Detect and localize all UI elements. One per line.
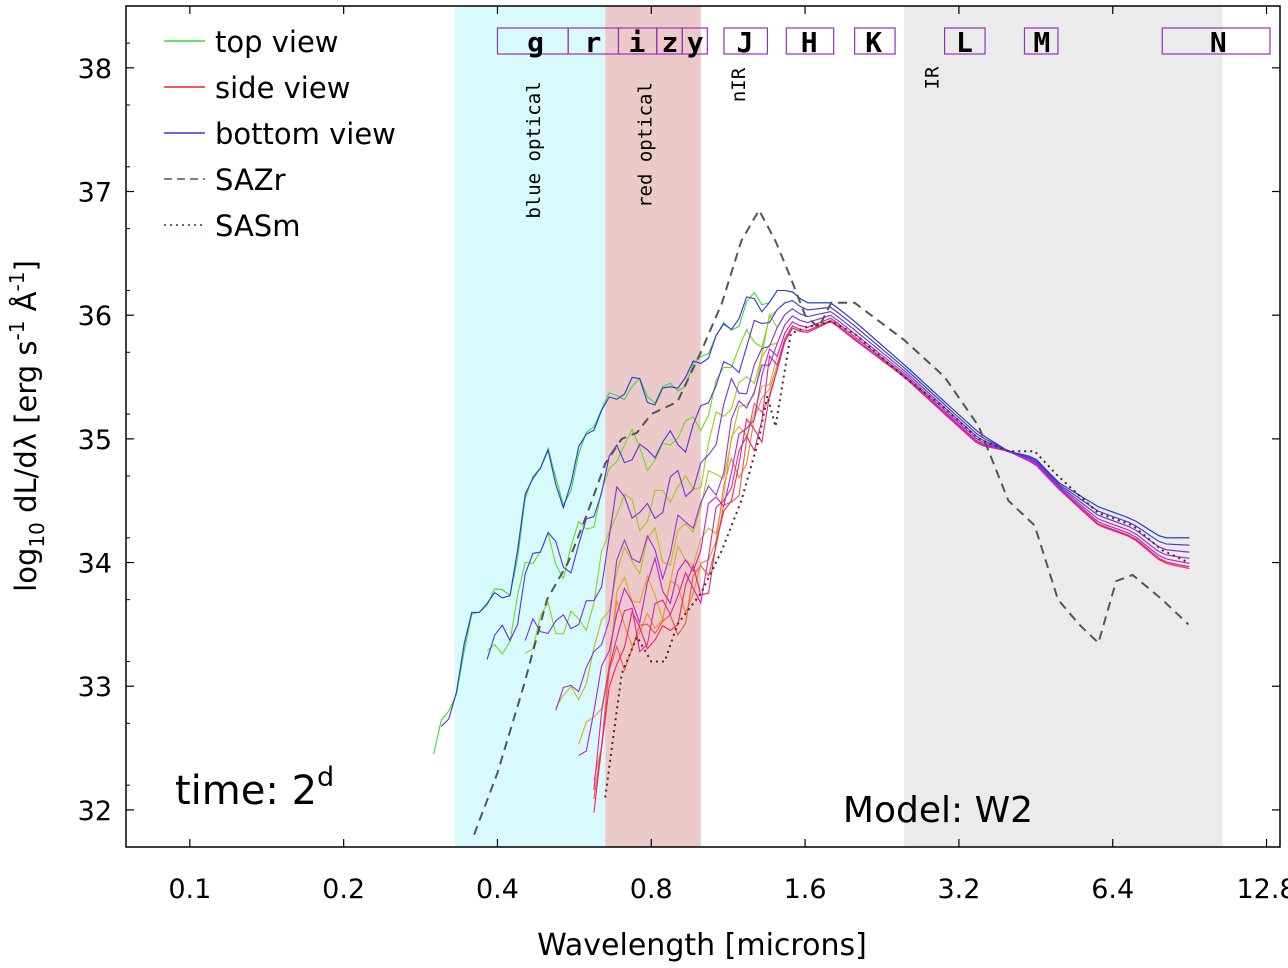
spectrum-curve — [593, 320, 1190, 813]
band-label-z: z — [661, 26, 678, 59]
y-axis-label-mid2: Å — [9, 291, 43, 320]
band-label-r: r — [584, 26, 601, 59]
legend-label-bottom-view: bottom view — [215, 117, 396, 151]
legend-label-SAZr: SAZr — [215, 163, 286, 197]
y-tick-label: 33 — [78, 672, 112, 703]
reference-spectra — [473, 208, 1190, 835]
region-blue-optical — [454, 6, 606, 847]
region-label-red-optical: red optical — [634, 82, 656, 208]
y-axis-label-sup1: -1 — [5, 321, 29, 341]
legend: top view side view bottom view SAZr SASm — [164, 25, 396, 243]
spectrum-curve — [486, 299, 1190, 660]
x-tick-label: 0.1 — [168, 874, 211, 905]
spectrum-curve — [578, 317, 1190, 756]
y-axis-label-prefix: log — [9, 548, 43, 592]
band-box-H — [785, 27, 835, 55]
band-box-K — [854, 27, 896, 55]
region-label-blue-optical: blue optical — [523, 81, 545, 218]
y-axis-label: log10 dL/dλ [erg s-1 Å-1] — [5, 260, 49, 592]
x-tick-label: 3.2 — [937, 874, 980, 905]
band-label-L: L — [956, 26, 973, 59]
band-box-J — [723, 27, 768, 55]
region-label-nIR: nIR — [728, 67, 750, 102]
legend-label-SASm: SASm — [215, 209, 300, 243]
band-box-M — [1023, 27, 1059, 55]
band-label-N: N — [1210, 26, 1227, 59]
viewing-angle-spectra — [433, 289, 1190, 813]
band-label-i: i — [629, 26, 646, 59]
region-label-IR: IR — [922, 66, 944, 89]
time-annotation: time: 2d — [175, 762, 334, 814]
band-box-L — [943, 27, 986, 55]
region-labels: blue optical red optical nIR IR — [523, 66, 943, 219]
y-tick-label: 34 — [78, 549, 112, 580]
x-tick-label: 1.6 — [784, 874, 827, 905]
band-box-N — [1161, 27, 1271, 55]
band-label-J: J — [736, 26, 753, 59]
x-axis-label: Wavelength [microns] — [537, 928, 867, 963]
y-tick-label: 36 — [78, 301, 112, 332]
model-annotation: Model: W2 — [843, 790, 1033, 831]
legend-label-side-view: side view — [215, 71, 350, 105]
y-axis-label-suffix: ] — [9, 260, 43, 271]
y-axis-label-sub: 10 — [25, 522, 49, 547]
band-label-g: g — [527, 26, 544, 59]
x-tick-label: 0.4 — [476, 874, 519, 905]
region-red-optical — [605, 6, 701, 847]
spectrum-curve — [440, 289, 1190, 727]
series-SAZr — [473, 208, 1190, 835]
y-axis-label-sup2: -1 — [5, 272, 29, 292]
y-axis-label-mid: dL/dλ [erg s — [9, 340, 43, 522]
band-box-y — [681, 27, 708, 55]
wavelength-regions — [454, 6, 1223, 847]
spectrum-curve — [524, 308, 1190, 641]
y-tick-label: 32 — [78, 796, 112, 827]
band-label-K: K — [865, 26, 882, 59]
y-tick-label: 35 — [78, 425, 112, 456]
y-tick-label: 37 — [78, 178, 112, 209]
x-tick-label: 6.4 — [1091, 874, 1134, 905]
band-label-H: H — [801, 26, 818, 59]
band-label-M: M — [1033, 26, 1050, 59]
x-tick-label: 0.8 — [630, 874, 673, 905]
x-tick-label: 0.2 — [322, 874, 365, 905]
axes: 0.1 0.2 0.4 0.8 1.6 3.2 6.4 12.8 32 33 34 35 36 37 38 — [78, 5, 1288, 905]
legend-label-top-view: top view — [215, 25, 339, 59]
spectrum-curve — [555, 314, 1190, 711]
band-label-y: y — [687, 26, 704, 59]
region-IR — [904, 6, 1223, 847]
time-annotation-text: time: 2 — [175, 768, 317, 814]
y-tick-label: 38 — [78, 54, 112, 85]
time-annotation-sup: d — [317, 762, 334, 793]
plot-frame — [125, 5, 1281, 848]
x-tick-label: 12.8 — [1236, 874, 1288, 905]
